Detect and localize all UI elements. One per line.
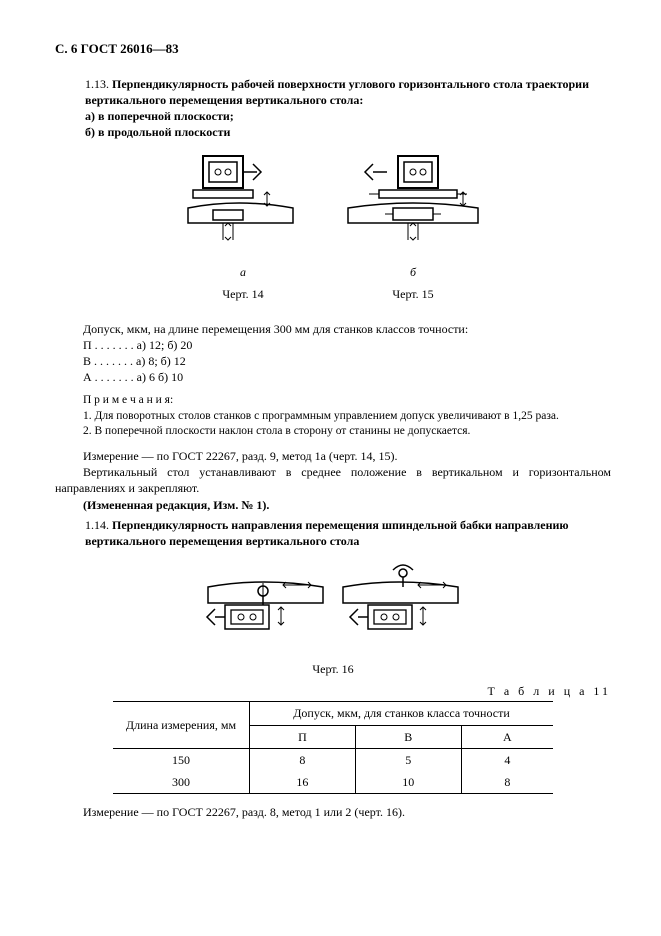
section-1-13: 1.13. Перпендикулярность рабочей поверхн…	[85, 76, 611, 141]
tolerance-p: П . . . . . . . а) 12; б) 20	[55, 337, 611, 353]
fig14-label: а	[183, 264, 303, 280]
figure-16: Черт. 16	[55, 555, 611, 677]
section-title: Перпендикулярность рабочей поверхности у…	[85, 77, 589, 107]
table11-caption: Т а б л и ц а 11	[55, 683, 611, 699]
figure-15: б Черт. 15	[343, 148, 483, 302]
tolerance-a: А . . . . . . . а) 6 б) 10	[55, 369, 611, 385]
cell: 4	[461, 748, 553, 771]
th-v: В	[355, 725, 461, 748]
measurement-113b: Вертикальный стол устанавливают в средне…	[55, 464, 611, 496]
fig14-caption: Черт. 14	[183, 286, 303, 302]
section-title: Перпендикулярность направления перемещен…	[85, 518, 569, 548]
section-num: 1.14.	[85, 518, 109, 532]
note-1: 1. Для поворотных столов станков с прогр…	[55, 409, 611, 425]
th-a: А	[461, 725, 553, 748]
cell: 16	[250, 771, 356, 794]
cell: 8	[250, 748, 356, 771]
diagram-15-icon	[343, 148, 483, 258]
tolerance-intro: Допуск, мкм, на длине перемещения 300 мм…	[55, 321, 611, 337]
tolerance-v: В . . . . . . . а) 8; б) 12	[55, 353, 611, 369]
section-1-14: 1.14. Перпендикулярность направления пер…	[85, 517, 611, 549]
changed-note: (Измененная редакция, Изм. № 1).	[55, 497, 611, 513]
section-num: 1.13.	[85, 77, 109, 91]
page-header: С. 6 ГОСТ 26016—83	[55, 40, 611, 58]
measurement-114: Измерение — по ГОСТ 22267, разд. 8, мето…	[55, 804, 611, 820]
th-p: П	[250, 725, 356, 748]
diagram-14-icon	[183, 148, 303, 258]
item-b: б) в продольной плоскости	[85, 125, 230, 139]
item-a: а) в поперечной плоскости;	[85, 109, 234, 123]
notes-head: П р и м е ч а н и я:	[55, 393, 611, 409]
figures-14-15: а Черт. 14 б Черт. 15	[55, 148, 611, 302]
notes-block: П р и м е ч а н и я: 1. Для поворотных с…	[55, 393, 611, 440]
diagram-16-icon	[203, 555, 463, 655]
note-2: 2. В поперечной плоскости наклон стола в…	[55, 424, 611, 440]
measurement-113a: Измерение — по ГОСТ 22267, разд. 9, мето…	[55, 448, 611, 464]
fig16-caption: Черт. 16	[55, 661, 611, 677]
fig15-caption: Черт. 15	[343, 286, 483, 302]
cell: 300	[113, 771, 250, 794]
table-11: Длина измерения, мм Допуск, мкм, для ста…	[113, 701, 553, 794]
cell: 8	[461, 771, 553, 794]
figure-14: а Черт. 14	[183, 148, 303, 302]
cell: 5	[355, 748, 461, 771]
fig15-label: б	[343, 264, 483, 280]
cell: 10	[355, 771, 461, 794]
th-tolerance: Допуск, мкм, для станков класса точности	[250, 702, 554, 725]
cell: 150	[113, 748, 250, 771]
th-length: Длина измерения, мм	[113, 702, 250, 748]
